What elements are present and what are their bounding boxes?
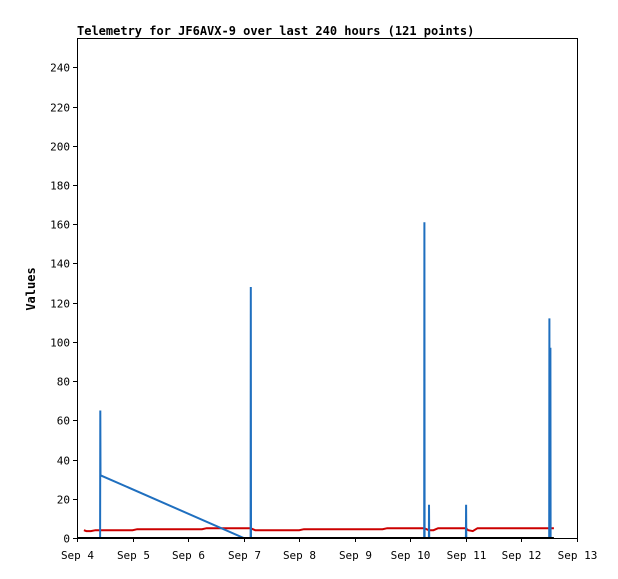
x-tick-label: Sep 4: [61, 549, 94, 562]
y-tick-label: 140: [50, 258, 70, 271]
y-tick-label: 60: [57, 415, 70, 428]
y-tick-label: 100: [50, 337, 70, 350]
y-tick-label: 20: [57, 494, 70, 507]
x-tick-label: Sep 7: [228, 549, 261, 562]
plot-area: [77, 38, 578, 539]
series-line-1: [83, 527, 554, 533]
x-tick-label: Sep 10: [391, 549, 431, 562]
y-tick-label: 200: [50, 141, 70, 154]
series-layer: [77, 222, 554, 539]
x-tick-label: Sep 6: [172, 549, 205, 562]
y-tick-label: 120: [50, 298, 70, 311]
y-axis-label: Values: [24, 267, 38, 310]
x-tick-label: Sep 9: [339, 549, 372, 562]
x-tick-label: Sep 13: [558, 549, 598, 562]
chart-title: Telemetry for JF6AVX-9 over last 240 hou…: [77, 24, 474, 38]
y-tick-label: 240: [50, 62, 70, 75]
y-tick-label: 40: [57, 455, 70, 468]
axes-layer: 0 20 40 60 80 100 120 140 160 180 200 220 240 Sep 4 Se…: [50, 62, 597, 563]
y-tick-label: 0: [63, 533, 70, 546]
x-tick-label: Sep 11: [447, 549, 487, 562]
y-tick-label: 180: [50, 180, 70, 193]
x-tick-label: Sep 12: [502, 549, 542, 562]
y-tick-label: 220: [50, 102, 70, 115]
x-tick-label: Sep 8: [283, 549, 316, 562]
y-tick-label: 160: [50, 219, 70, 232]
x-tick-label: Sep 5: [117, 549, 150, 562]
y-tick-label: 80: [57, 376, 70, 389]
